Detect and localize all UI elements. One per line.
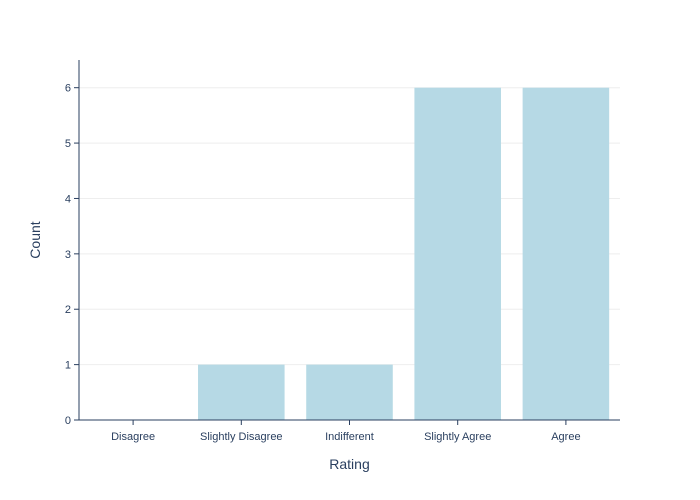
y-tick-label: 2: [65, 304, 71, 316]
x-axis-title: Rating: [329, 456, 369, 472]
y-tick-label: 1: [65, 360, 71, 372]
x-ticks: Disagree Slightly Disagree Indifferent Slig…: [111, 420, 581, 443]
y-tick-label: 3: [65, 249, 71, 261]
y-ticks: 0 1 2 3 4 5 6: [65, 83, 79, 427]
bar-agree: [522, 87, 610, 420]
x-tick-label: Disagree: [111, 431, 155, 443]
y-tick-label: 4: [65, 193, 71, 205]
bar-slightly-agree: [414, 87, 501, 420]
x-tick-label: Indifferent: [325, 431, 374, 443]
y-tick-label: 5: [65, 138, 71, 150]
y-axis-title: Count: [27, 221, 43, 258]
x-tick-label: Agree: [551, 431, 580, 443]
bar-indifferent: [306, 364, 393, 420]
y-tick-label: 0: [65, 415, 71, 427]
bar-slightly-disagree: [198, 364, 285, 420]
bars: [198, 87, 610, 420]
y-tick-label: 6: [65, 83, 71, 95]
x-tick-label: Slightly Agree: [424, 431, 491, 443]
x-tick-label: Slightly Disagree: [200, 431, 283, 443]
